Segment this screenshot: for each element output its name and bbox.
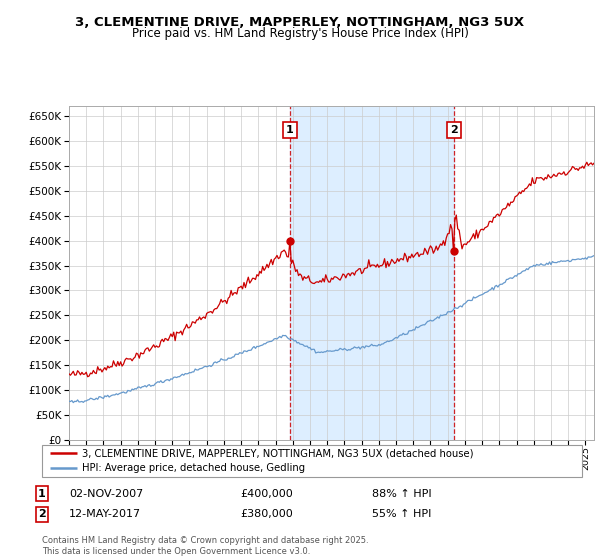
Text: 02-NOV-2007: 02-NOV-2007 bbox=[69, 489, 143, 499]
Text: 55% ↑ HPI: 55% ↑ HPI bbox=[372, 509, 431, 519]
Text: 2: 2 bbox=[450, 125, 458, 136]
Bar bbox=[290, 106, 454, 440]
Text: £380,000: £380,000 bbox=[240, 509, 293, 519]
Text: HPI: Average price, detached house, Gedling: HPI: Average price, detached house, Gedl… bbox=[83, 463, 305, 473]
Text: 1: 1 bbox=[38, 489, 46, 499]
Text: 3, CLEMENTINE DRIVE, MAPPERLEY, NOTTINGHAM, NG3 5UX (detached house): 3, CLEMENTINE DRIVE, MAPPERLEY, NOTTINGH… bbox=[83, 449, 474, 459]
Text: £400,000: £400,000 bbox=[240, 489, 293, 499]
Text: Price paid vs. HM Land Registry's House Price Index (HPI): Price paid vs. HM Land Registry's House … bbox=[131, 27, 469, 40]
FancyBboxPatch shape bbox=[42, 445, 582, 477]
Text: Contains HM Land Registry data © Crown copyright and database right 2025.
This d: Contains HM Land Registry data © Crown c… bbox=[42, 536, 368, 556]
Text: 1: 1 bbox=[286, 125, 294, 136]
Text: 3, CLEMENTINE DRIVE, MAPPERLEY, NOTTINGHAM, NG3 5UX: 3, CLEMENTINE DRIVE, MAPPERLEY, NOTTINGH… bbox=[76, 16, 524, 29]
Text: 12-MAY-2017: 12-MAY-2017 bbox=[69, 509, 141, 519]
Text: 88% ↑ HPI: 88% ↑ HPI bbox=[372, 489, 431, 499]
Text: 2: 2 bbox=[38, 509, 46, 519]
